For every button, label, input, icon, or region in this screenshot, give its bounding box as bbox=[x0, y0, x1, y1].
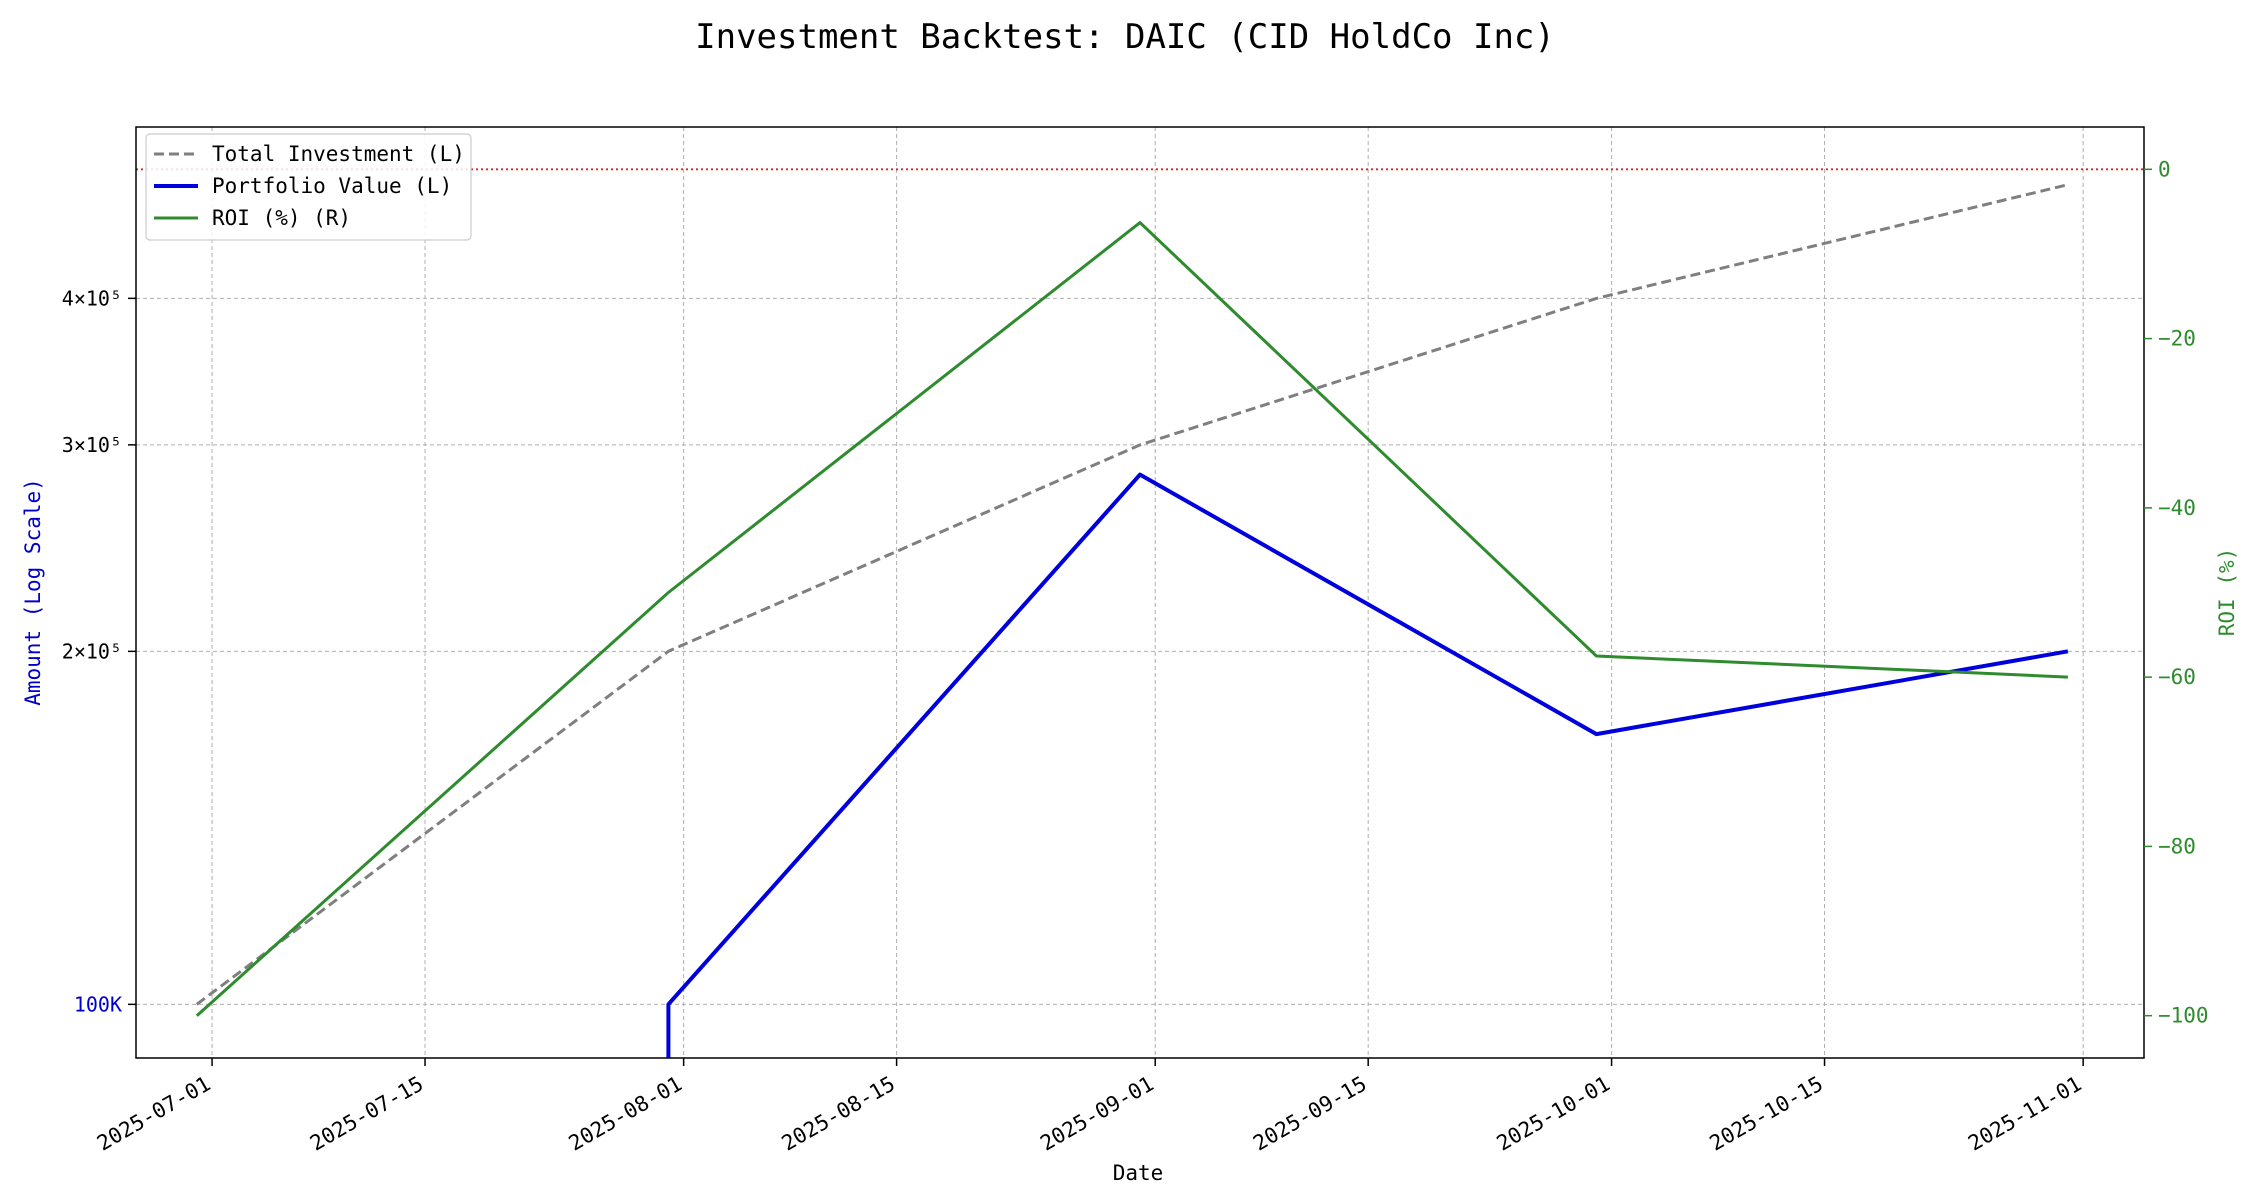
plot-frame bbox=[135, 126, 2145, 1059]
x-tick-label: 2025-10-15 bbox=[1706, 1072, 1827, 1156]
grid bbox=[136, 127, 2144, 1058]
total-investment-line bbox=[195, 183, 2069, 1006]
portfolio-value-line bbox=[666, 472, 2069, 1058]
left-axis-label: Amount (Log Scale) bbox=[21, 478, 45, 706]
left-tick-label: 4×10⁵ bbox=[62, 286, 122, 310]
legend-box bbox=[145, 133, 472, 241]
legend-label-total-investment: Total Investment (L) bbox=[212, 142, 465, 166]
left-axis-ticks: 100K 2×10⁵ 3×10⁵ 4×10⁵ bbox=[62, 286, 136, 1016]
legend-label-roi: ROI (%) (R) bbox=[212, 206, 351, 230]
chart-title: Investment Backtest: DAIC (CID HoldCo In… bbox=[695, 17, 1555, 57]
left-tick-label: 2×10⁵ bbox=[62, 639, 122, 663]
left-tick-label: 100K bbox=[74, 992, 122, 1016]
legend: Total Investment (L) Portfolio Value (L)… bbox=[145, 133, 472, 241]
right-axis-label: ROI (%) bbox=[2215, 548, 2239, 637]
right-tick-label: 0 bbox=[2158, 157, 2171, 181]
x-tick-label: 2025-08-01 bbox=[565, 1072, 686, 1156]
x-tick-label: 2025-07-15 bbox=[306, 1072, 427, 1156]
right-tick-label: −20 bbox=[2158, 327, 2196, 351]
x-axis-label: Date bbox=[1113, 1161, 1164, 1185]
x-axis-ticks: 2025-07-01 2025-07-15 2025-08-01 2025-08-15… bbox=[93, 1058, 2086, 1156]
left-tick-label: 3×10⁵ bbox=[62, 433, 122, 457]
roi-line bbox=[195, 221, 2068, 1017]
right-axis-ticks: 0 −20 −40 −60 −80 −100 bbox=[2144, 157, 2209, 1028]
right-tick-label: −60 bbox=[2158, 665, 2196, 689]
x-tick-label: 2025-10-01 bbox=[1493, 1072, 1614, 1156]
legend-label-portfolio-value: Portfolio Value (L) bbox=[212, 174, 452, 198]
right-tick-label: −40 bbox=[2158, 496, 2196, 520]
x-tick-label: 2025-08-15 bbox=[778, 1072, 899, 1156]
right-tick-label: −80 bbox=[2158, 834, 2196, 858]
series-layer bbox=[195, 183, 2069, 1058]
right-tick-label: −100 bbox=[2158, 1004, 2209, 1028]
x-tick-label: 2025-07-01 bbox=[93, 1072, 214, 1156]
x-tick-label: 2025-11-01 bbox=[1964, 1072, 2085, 1156]
x-tick-label: 2025-09-15 bbox=[1249, 1072, 1370, 1156]
x-tick-label: 2025-09-01 bbox=[1036, 1072, 1157, 1156]
